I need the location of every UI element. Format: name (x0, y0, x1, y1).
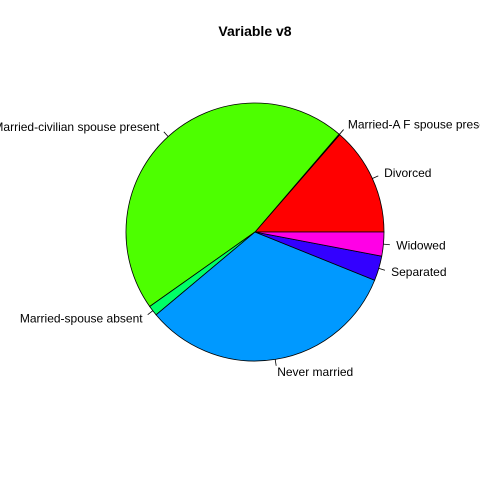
pie-label-tick-married-spouse-absent (147, 310, 154, 315)
pie-label-married-a-f-spouse-present: Married-A F spouse present (348, 118, 480, 132)
pie-label-tick-widowed (383, 243, 390, 246)
pie-label-divorced: Divorced (384, 166, 431, 180)
pie-label-never-married: Never married (277, 365, 353, 379)
pie-label-tick-never-married (274, 359, 277, 366)
pie-slice-widowed (254, 231, 385, 257)
pie-label-tick-married-civilian-spouse-present (163, 131, 169, 137)
chart-title: Variable v8 (218, 23, 291, 39)
pie-slices (125, 102, 385, 362)
pie-label-tick-divorced (372, 175, 379, 179)
pie-labels: Divorced Married-A F spouse present Marrie… (0, 118, 480, 379)
pie-label-married-spouse-absent: Married-spouse absent (20, 312, 143, 326)
pie-label-tick-separated (378, 267, 386, 271)
pie-label-separated: Separated (391, 265, 446, 279)
pie-label-tick-married-a-f-spouse-present (339, 129, 344, 135)
pie-label-widowed: Widowed (396, 238, 445, 252)
pie-slice-never-married (155, 231, 376, 362)
pie-label-married-civilian-spouse-present: Married-civilian spouse present (0, 120, 160, 134)
